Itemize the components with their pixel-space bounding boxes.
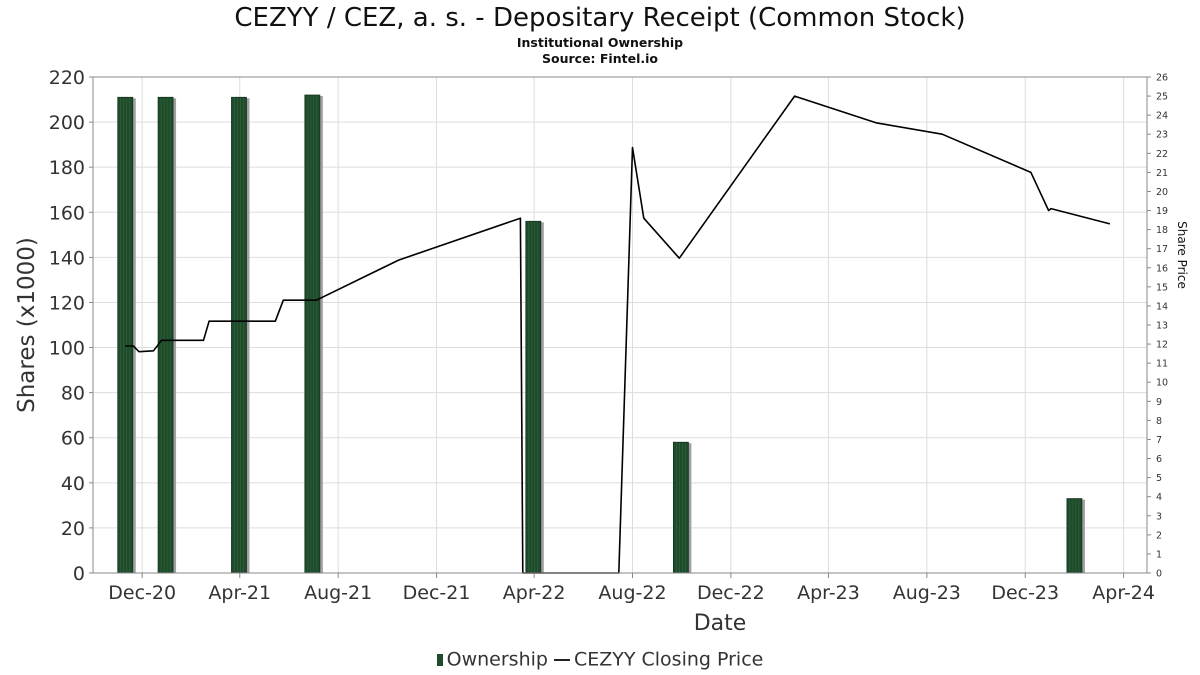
y2-tick-label: 15 — [1156, 282, 1168, 293]
y-tick-label: 200 — [49, 112, 85, 134]
y2-tick-label: 0 — [1156, 569, 1162, 580]
ownership-bar — [525, 220, 542, 574]
y-tick-label: 140 — [49, 247, 85, 269]
grid-layer — [93, 76, 1147, 574]
chart-subtitle-2: Source: Fintel.io — [542, 51, 658, 66]
chart-subtitle-1: Institutional Ownership — [516, 35, 684, 50]
legend-price-label: CEZYY Closing Price — [573, 648, 764, 671]
y2-tick-label: 4 — [1156, 492, 1162, 503]
y2-tick-label: 5 — [1156, 473, 1162, 484]
ownership-bar — [117, 96, 134, 574]
y2-tick-label: 3 — [1156, 511, 1162, 522]
legend-ownership-swatch — [436, 653, 443, 666]
x-tick-label: Dec-20 — [108, 582, 176, 604]
y-tick-label: 160 — [49, 202, 85, 224]
x-tick-label: Apr-22 — [503, 582, 566, 604]
y2-tick-label: 2 — [1156, 530, 1162, 541]
ownership-bar — [304, 94, 321, 574]
y2-tick-label: 11 — [1156, 359, 1168, 370]
y2-tick-label: 6 — [1156, 454, 1162, 465]
chart-title: CEZYY / CEZ, a. s. - Depositary Receipt … — [234, 3, 966, 33]
x-tick-label: Apr-24 — [1092, 582, 1155, 604]
y-axis-label: Shares (x1000) — [14, 237, 40, 413]
y2-tick-label: 17 — [1156, 244, 1168, 255]
y2-tick-label: 10 — [1156, 378, 1168, 389]
y2-tick-label: 16 — [1156, 263, 1168, 274]
ownership-bar — [1066, 498, 1083, 574]
x-tick-label: Dec-21 — [403, 582, 471, 604]
x-tick-label: Apr-21 — [208, 582, 271, 604]
y-tick-label: 100 — [49, 338, 85, 360]
y2-tick-label: 21 — [1156, 168, 1168, 179]
y2-tick-label: 23 — [1156, 130, 1168, 141]
y2-tick-label: 18 — [1156, 225, 1168, 236]
y-tick-label: 220 — [49, 67, 85, 89]
ownership-bar — [157, 96, 174, 574]
axis-layer: 0204060801001201401601802002200123456789… — [49, 67, 1168, 604]
y-tick-label: 180 — [49, 157, 85, 179]
legend-price-swatch — [553, 658, 570, 661]
y2-tick-label: 14 — [1156, 301, 1168, 312]
y2-tick-label: 8 — [1156, 416, 1162, 427]
y-tick-label: 20 — [61, 518, 85, 540]
x-tick-label: Dec-22 — [697, 582, 765, 604]
y2-tick-label: 7 — [1156, 435, 1162, 446]
legend-ownership-label: Ownership — [446, 648, 548, 671]
x-tick-label: Aug-22 — [598, 582, 666, 604]
x-tick-label: Aug-23 — [893, 582, 961, 604]
y2-tick-label: 1 — [1156, 549, 1162, 560]
ownership-bar — [672, 441, 689, 574]
x-tick-label: Aug-21 — [304, 582, 372, 604]
y2-tick-label: 12 — [1156, 340, 1168, 351]
y-tick-label: 120 — [49, 292, 85, 314]
y2-tick-label: 19 — [1156, 206, 1168, 217]
x-axis-label: Date — [694, 611, 747, 636]
y-tick-label: 60 — [61, 428, 85, 450]
price-line — [125, 95, 1111, 574]
y2-tick-label: 24 — [1156, 111, 1168, 122]
x-tick-label: Dec-23 — [991, 582, 1059, 604]
y2-axis-label: Share Price — [1175, 221, 1189, 289]
line-layer — [125, 95, 1111, 574]
bar-layer — [117, 94, 1085, 574]
y-tick-label: 40 — [61, 473, 85, 495]
y2-tick-label: 26 — [1156, 73, 1168, 84]
y2-tick-label: 25 — [1156, 92, 1168, 103]
y2-tick-label: 9 — [1156, 397, 1162, 408]
legend: Ownership CEZYY Closing Price — [0, 648, 1200, 671]
y-tick-label: 80 — [61, 383, 85, 405]
y-tick-label: 0 — [73, 563, 85, 585]
y2-tick-label: 22 — [1156, 149, 1168, 160]
ownership-bar — [231, 96, 247, 574]
x-tick-label: Apr-23 — [797, 582, 860, 604]
plot-frame — [92, 76, 1148, 574]
y2-tick-label: 13 — [1156, 321, 1168, 332]
y2-tick-label: 20 — [1156, 187, 1168, 198]
